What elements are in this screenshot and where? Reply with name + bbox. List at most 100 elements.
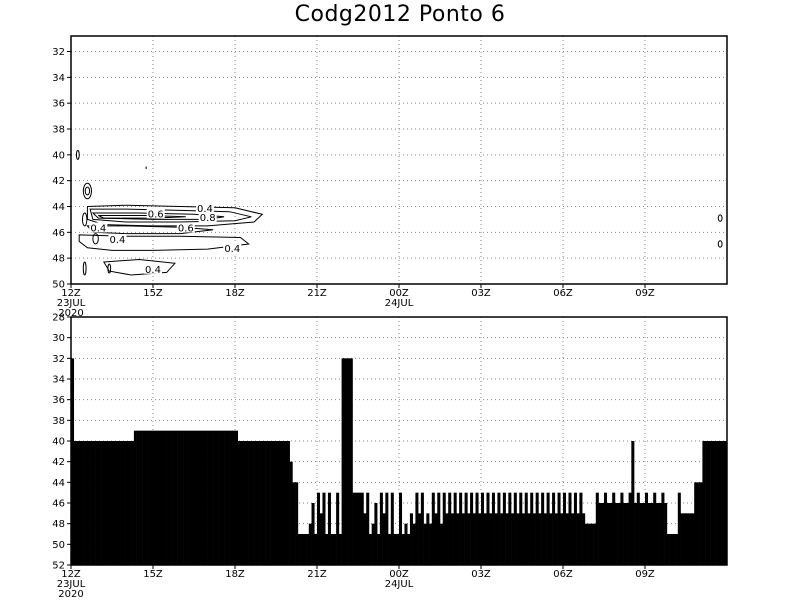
bar [481, 492, 485, 565]
bar [418, 513, 422, 565]
bar [721, 441, 725, 565]
bar [360, 492, 364, 565]
bar [705, 441, 709, 565]
contour-small-1 [82, 182, 93, 200]
bar [590, 523, 594, 565]
bar [327, 492, 331, 565]
bar [420, 492, 424, 565]
bar [423, 523, 427, 565]
bar [661, 492, 665, 565]
bar [543, 513, 547, 565]
bar [267, 441, 271, 565]
contour-inner [98, 215, 186, 219]
bar [691, 513, 695, 565]
contour-small-6 [82, 261, 87, 276]
bar [628, 492, 632, 565]
contour-small-2 [75, 149, 80, 160]
lower-x-tick-label: 09Z [635, 569, 655, 580]
bar [131, 441, 135, 565]
bar [71, 358, 75, 565]
bar [472, 513, 476, 565]
upper-x-tick-label: 12Z [61, 288, 81, 299]
page-title: Codg2012 Ponto 6 [294, 2, 506, 27]
contour-label-bg [146, 208, 165, 219]
bar [106, 441, 110, 565]
bar [464, 492, 468, 565]
bar [251, 441, 255, 565]
bar [371, 523, 375, 565]
bar [150, 430, 154, 565]
bar [278, 441, 282, 565]
contour-label-bg [176, 222, 195, 233]
upper-x-tick-label: 00Z [389, 288, 409, 299]
bar [139, 430, 143, 565]
bar [188, 430, 192, 565]
bar [623, 503, 627, 565]
bar [459, 492, 463, 565]
bar [273, 441, 277, 565]
bar [491, 492, 495, 565]
bar [363, 513, 367, 565]
bar [494, 513, 498, 565]
bar [519, 492, 523, 565]
lower-y-tick-label: 32 [52, 354, 65, 365]
upper-y-tick-label: 34 [52, 73, 65, 84]
contour-label: 0.6 [148, 209, 164, 220]
bar [445, 513, 449, 565]
bar [595, 492, 599, 565]
contour-label: 0.4 [90, 223, 106, 234]
bar [686, 513, 690, 565]
bar [450, 513, 454, 565]
upper-frame [70, 35, 728, 285]
bar [210, 430, 214, 565]
bar [229, 430, 233, 565]
bar [538, 513, 542, 565]
bar [645, 492, 649, 565]
bar [286, 441, 290, 565]
bar [557, 492, 561, 565]
contour-right-1 [717, 214, 723, 222]
lower-y-tick-label: 44 [52, 478, 65, 489]
bar [699, 482, 703, 565]
bar [546, 492, 550, 565]
bar [636, 492, 640, 565]
bar [617, 503, 621, 565]
upper-y-tick-label: 32 [52, 47, 65, 58]
bar [601, 503, 605, 565]
lower-y-tick-label: 38 [52, 416, 65, 427]
bar [133, 430, 137, 565]
bar [625, 503, 629, 565]
bar [87, 441, 91, 565]
bar [248, 441, 252, 565]
bar [155, 430, 159, 565]
bar [322, 492, 326, 565]
bar [467, 513, 471, 565]
bar [664, 503, 668, 565]
bar [374, 503, 378, 565]
bar [338, 534, 342, 565]
upper-x-tick-label: 15Z [143, 288, 163, 299]
bar [639, 503, 643, 565]
bar [393, 534, 397, 565]
bar [609, 503, 613, 565]
bar [259, 441, 263, 565]
bar [368, 534, 372, 565]
contour-0.4-bottom [102, 258, 176, 276]
lower-frame [70, 316, 728, 566]
bar [109, 441, 113, 565]
bar [101, 441, 105, 565]
bar [213, 430, 217, 565]
bar [92, 441, 96, 565]
bar [401, 534, 405, 565]
bar [489, 513, 493, 565]
bar [314, 534, 318, 565]
bar [147, 430, 151, 565]
bar [631, 441, 635, 565]
contour-small-1b [84, 186, 91, 196]
bar [144, 430, 148, 565]
bar [582, 513, 586, 565]
bar [429, 523, 433, 565]
lower-x-tick-label: 03Z [471, 569, 491, 580]
bar [311, 503, 315, 565]
